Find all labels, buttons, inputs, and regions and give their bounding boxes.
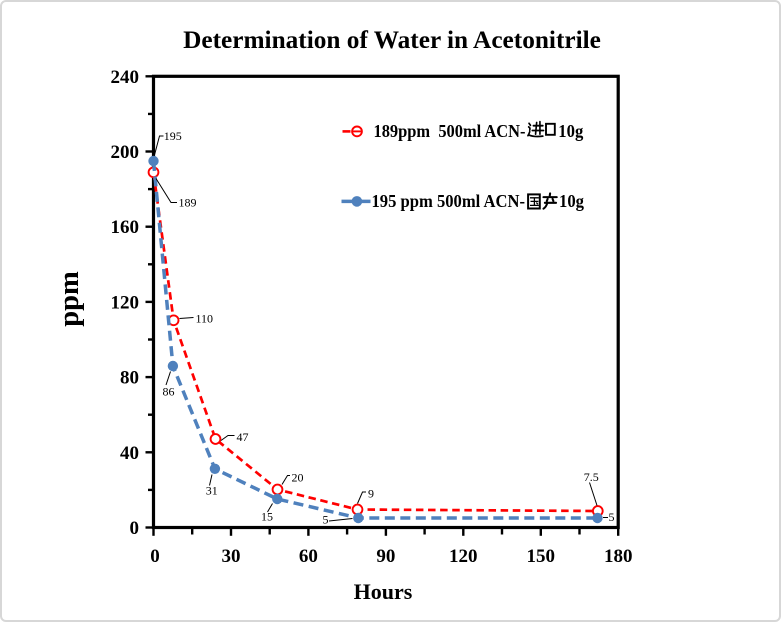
svg-text:ppm: ppm — [54, 271, 85, 327]
svg-text:0: 0 — [130, 518, 140, 539]
svg-text:189: 189 — [179, 196, 197, 210]
svg-text:Hours: Hours — [354, 579, 413, 604]
svg-text:10g: 10g — [559, 191, 584, 211]
svg-text:5: 5 — [323, 513, 329, 527]
svg-text:60: 60 — [299, 546, 318, 567]
svg-text:86: 86 — [163, 385, 175, 399]
svg-text:30: 30 — [222, 546, 241, 567]
svg-text:31: 31 — [206, 484, 218, 498]
svg-text:0: 0 — [150, 546, 160, 567]
svg-text:Determination of Water in Acet: Determination of Water in Acetonitrile — [183, 26, 601, 54]
svg-text:180: 180 — [604, 546, 633, 567]
svg-text:7.5: 7.5 — [584, 470, 599, 484]
svg-text:240: 240 — [111, 67, 140, 88]
svg-text:15: 15 — [261, 509, 273, 523]
svg-text:9: 9 — [368, 487, 374, 501]
svg-text:150: 150 — [527, 546, 556, 567]
svg-text:110: 110 — [196, 311, 214, 325]
svg-text:120: 120 — [449, 546, 478, 567]
svg-text:5: 5 — [609, 510, 615, 524]
svg-text:80: 80 — [120, 368, 139, 389]
svg-text:47: 47 — [237, 430, 249, 444]
svg-text:20: 20 — [292, 470, 304, 484]
svg-text:40: 40 — [120, 443, 139, 464]
svg-text:160: 160 — [111, 217, 140, 238]
svg-text:195 ppm 500ml ACN-: 195 ppm 500ml ACN- — [372, 191, 526, 211]
svg-text:90: 90 — [376, 546, 395, 567]
svg-text:195: 195 — [164, 129, 182, 143]
svg-text:189ppm 500ml ACN-: 189ppm 500ml ACN- — [374, 121, 526, 141]
svg-text:200: 200 — [111, 142, 140, 163]
svg-text:120: 120 — [111, 292, 140, 313]
svg-text:10g: 10g — [558, 121, 583, 141]
